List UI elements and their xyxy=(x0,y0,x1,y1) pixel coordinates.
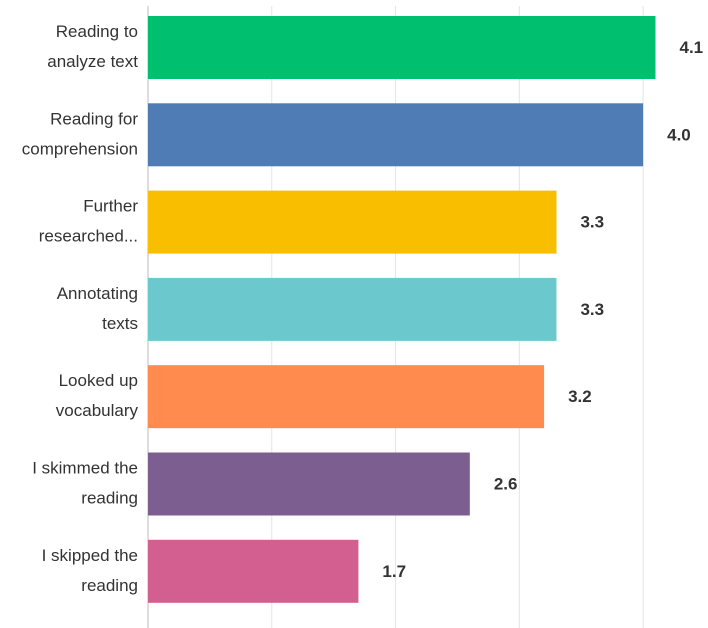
bar xyxy=(148,539,359,603)
category-label: reading xyxy=(81,576,138,595)
value-label: 4.1 xyxy=(679,38,703,57)
category-label: Reading for xyxy=(50,109,138,128)
bar xyxy=(148,365,545,429)
value-label: 3.3 xyxy=(580,300,604,319)
category-label: I skimmed the xyxy=(32,458,138,477)
value-label: 1.7 xyxy=(382,562,406,581)
value-label: 2.6 xyxy=(494,474,518,493)
bar xyxy=(148,452,470,516)
category-label: Looked up xyxy=(59,371,138,390)
category-label: analyze text xyxy=(47,52,138,71)
category-label: Reading to xyxy=(56,22,138,41)
bar xyxy=(148,103,644,167)
value-label: 3.2 xyxy=(568,387,592,406)
category-label: I skipped the xyxy=(42,546,138,565)
bar xyxy=(148,190,557,254)
category-label: Annotating xyxy=(57,284,138,303)
category-label: reading xyxy=(81,488,138,507)
value-label: 3.3 xyxy=(580,213,604,232)
category-label: researched... xyxy=(39,227,138,246)
bar xyxy=(148,277,557,341)
category-label: Further xyxy=(83,197,138,216)
category-label: comprehension xyxy=(22,139,138,158)
value-label: 4.0 xyxy=(667,125,691,144)
bar xyxy=(148,16,656,79)
category-label: texts xyxy=(102,314,138,333)
category-label: vocabulary xyxy=(56,401,139,420)
